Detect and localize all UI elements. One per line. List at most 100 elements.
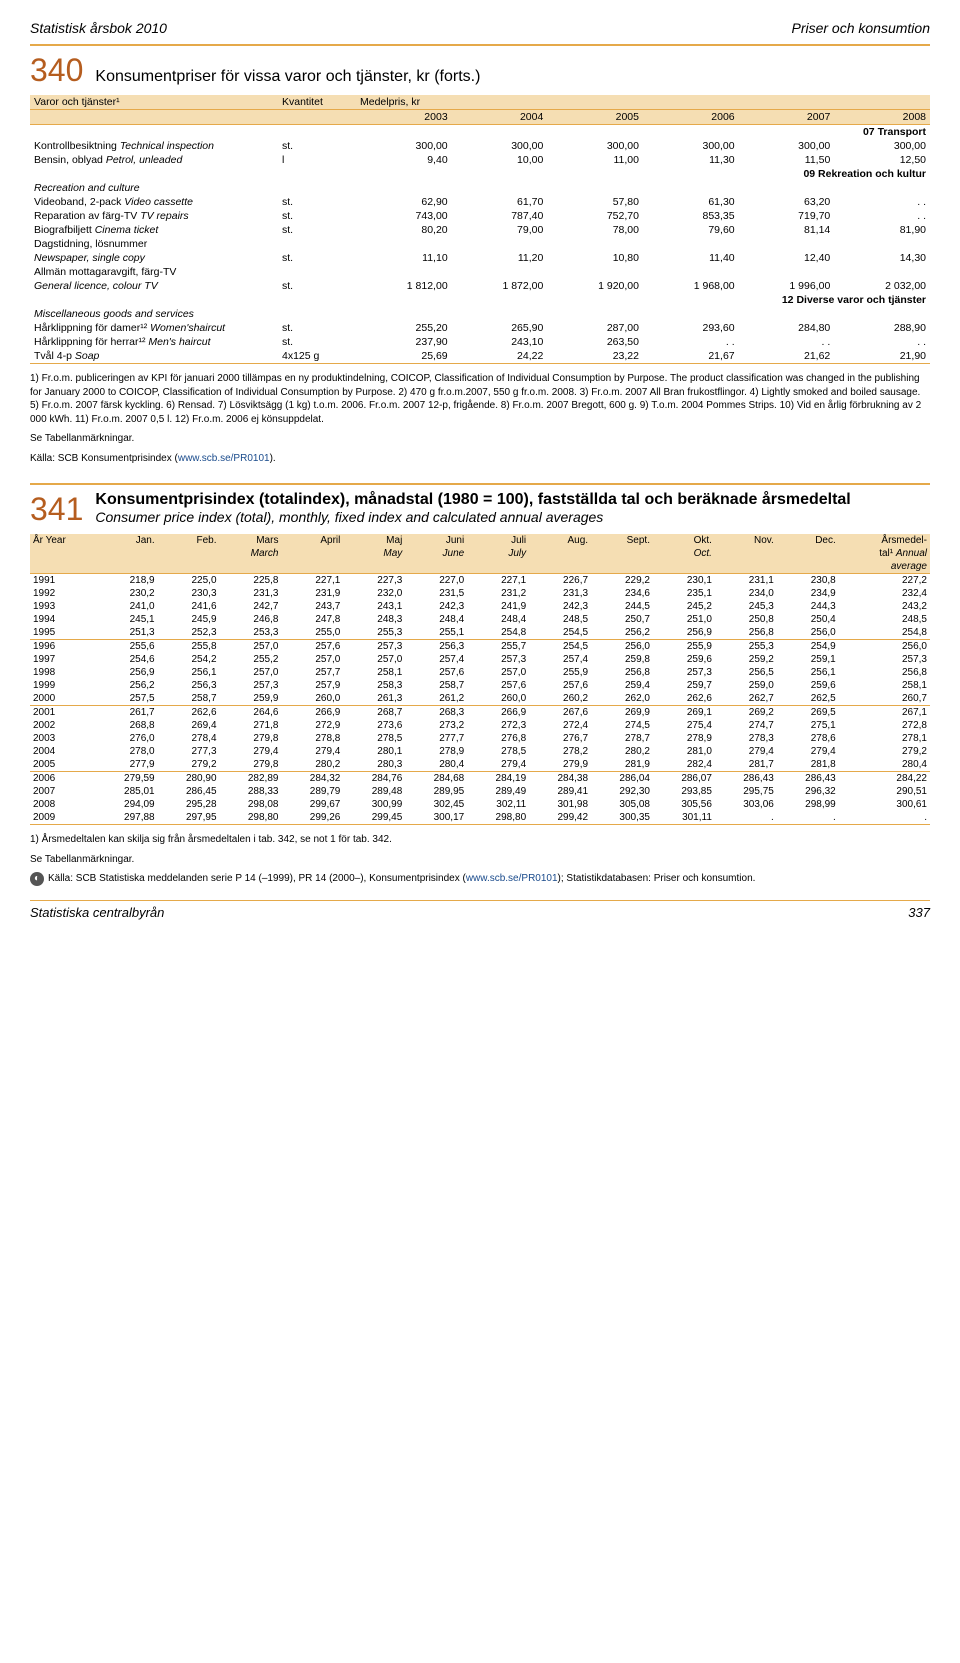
- cell-value: 266,9: [281, 706, 343, 719]
- cell-value: 300,00: [547, 139, 643, 153]
- notes-341-src-link[interactable]: www.scb.se/PR0101: [466, 873, 558, 884]
- cell-year: 1994: [30, 613, 96, 626]
- cell-value: 260,2: [529, 692, 591, 705]
- row-label: Videoband, 2-pack Video cassette: [30, 195, 278, 209]
- cell-value: 57,80: [547, 195, 643, 209]
- cell-value: 243,10: [452, 335, 548, 349]
- row-qty: 4x125 g: [278, 349, 356, 363]
- row-label: Hårklippning för damer¹² Women'shaircut: [30, 321, 278, 335]
- cell-value: 258,7: [405, 679, 467, 692]
- cell-year: 2005: [30, 758, 96, 771]
- cell-value: 298,80: [220, 811, 282, 824]
- cell-value: 300,00: [834, 139, 930, 153]
- group-header: 07 Transport: [30, 125, 930, 139]
- cell-value: 11,40: [643, 251, 739, 265]
- cell-value: 262,5: [777, 692, 839, 705]
- cell-value: 261,7: [96, 706, 158, 719]
- cell-value: 273,6: [343, 719, 405, 732]
- cell-value: 272,4: [529, 719, 591, 732]
- cell-value: 269,1: [653, 706, 715, 719]
- cell-value: 752,70: [547, 209, 643, 223]
- cell-value: 277,3: [158, 745, 220, 758]
- notes-340-tab: Se Tabellanmärkningar.: [30, 432, 930, 446]
- table-row: 1997254,6254,2255,2257,0257,0257,4257,32…: [30, 653, 930, 666]
- cell-value: 302,45: [405, 798, 467, 811]
- cell-value: 299,67: [281, 798, 343, 811]
- table-row: Hårklippning för herrar¹² Men's haircuts…: [30, 335, 930, 349]
- cell-year: 1993: [30, 600, 96, 613]
- cell-value: 276,7: [529, 732, 591, 745]
- notes-340-src-link[interactable]: www.scb.se/PR0101: [178, 453, 270, 464]
- cell-value: 278,6: [777, 732, 839, 745]
- cell-value: 278,2: [529, 745, 591, 758]
- footer-right: 337: [908, 905, 930, 920]
- cell-value: 276,0: [96, 732, 158, 745]
- table-row: 2001261,7262,6264,6266,9268,7268,3266,92…: [30, 706, 930, 719]
- cell-value: 268,3: [405, 706, 467, 719]
- cell-value: 288,33: [220, 785, 282, 798]
- cell-value: 264,6: [220, 706, 282, 719]
- cell-value: 279,4: [281, 745, 343, 758]
- row-label: Dagstidning, lösnummer: [30, 237, 278, 251]
- cell-value: 302,11: [467, 798, 529, 811]
- cell-value: 300,00: [452, 139, 548, 153]
- cell-value: 289,48: [343, 785, 405, 798]
- cell-value: 254,8: [467, 626, 529, 639]
- cell-value: 293,85: [653, 785, 715, 798]
- cell-value: 257,9: [281, 679, 343, 692]
- table-row: 2005277,9279,2279,8280,2280,3280,4279,42…: [30, 758, 930, 771]
- cell-value: 256,9: [96, 666, 158, 679]
- cell-value: 280,1: [343, 745, 405, 758]
- cell-value: 63,20: [739, 195, 835, 209]
- cell-value: 272,9: [281, 719, 343, 732]
- cell-value: 301,11: [653, 811, 715, 824]
- cell-value: 227,2: [839, 574, 930, 587]
- cell-value: 1 812,00: [356, 279, 452, 293]
- cell-value: 254,5: [529, 640, 591, 653]
- cell-value: 296,32: [777, 785, 839, 798]
- cell-year: 1996: [30, 640, 96, 653]
- cell-value: 78,00: [547, 223, 643, 237]
- table-row: 2004278,0277,3279,4279,4280,1278,9278,52…: [30, 745, 930, 758]
- col-year: 2008: [834, 110, 930, 124]
- cell-value: 257,3: [839, 653, 930, 666]
- cell-value: 256,0: [839, 640, 930, 653]
- cell-value: 255,7: [467, 640, 529, 653]
- cell-value: 256,3: [158, 679, 220, 692]
- group-header: 09 Rekreation och kultur: [30, 167, 930, 181]
- table-row: 1996255,6255,8257,0257,6257,3256,3255,72…: [30, 640, 930, 653]
- cell-value: 250,7: [591, 613, 653, 626]
- cell-value: 289,95: [405, 785, 467, 798]
- cell-value: 298,08: [220, 798, 282, 811]
- cell-value: 300,00: [643, 139, 739, 153]
- notes-340-main: 1) Fr.o.m. publiceringen av KPI för janu…: [30, 372, 930, 426]
- cell-value: 257,3: [467, 653, 529, 666]
- cell-value: 227,0: [405, 574, 467, 587]
- cell-value: 269,4: [158, 719, 220, 732]
- cell-value: 81,14: [739, 223, 835, 237]
- cell-value: 259,1: [777, 653, 839, 666]
- cell-value: 257,6: [281, 640, 343, 653]
- cell-value: 297,88: [96, 811, 158, 824]
- cell-value: 61,70: [452, 195, 548, 209]
- cell-value: 276,8: [467, 732, 529, 745]
- row-label: Reparation av färg-TV TV repairs: [30, 209, 278, 223]
- row-label: Newspaper, single copy: [30, 251, 278, 265]
- row-qty: st.: [278, 195, 356, 209]
- cell-value: [834, 265, 930, 279]
- cell-value: 230,2: [96, 587, 158, 600]
- cell-value: 258,1: [839, 679, 930, 692]
- cell-value: 280,90: [158, 772, 220, 785]
- table-row: Hårklippning för damer¹² Women'shaircuts…: [30, 321, 930, 335]
- cell-value: 11,30: [643, 153, 739, 167]
- row-qty: st.: [278, 223, 356, 237]
- cell-value: .: [839, 811, 930, 824]
- row-qty: st.: [278, 209, 356, 223]
- table-row: 1998256,9256,1257,0257,7258,1257,6257,02…: [30, 666, 930, 679]
- cell-value: 719,70: [739, 209, 835, 223]
- table-row: Allmän mottagaravgift, färg-TV: [30, 265, 930, 279]
- group-header: 12 Diverse varor och tjänster: [30, 293, 930, 307]
- cell-value: 254,9: [777, 640, 839, 653]
- table-row: 2003276,0278,4279,8278,8278,5277,7276,82…: [30, 732, 930, 745]
- cell-value: 787,40: [452, 209, 548, 223]
